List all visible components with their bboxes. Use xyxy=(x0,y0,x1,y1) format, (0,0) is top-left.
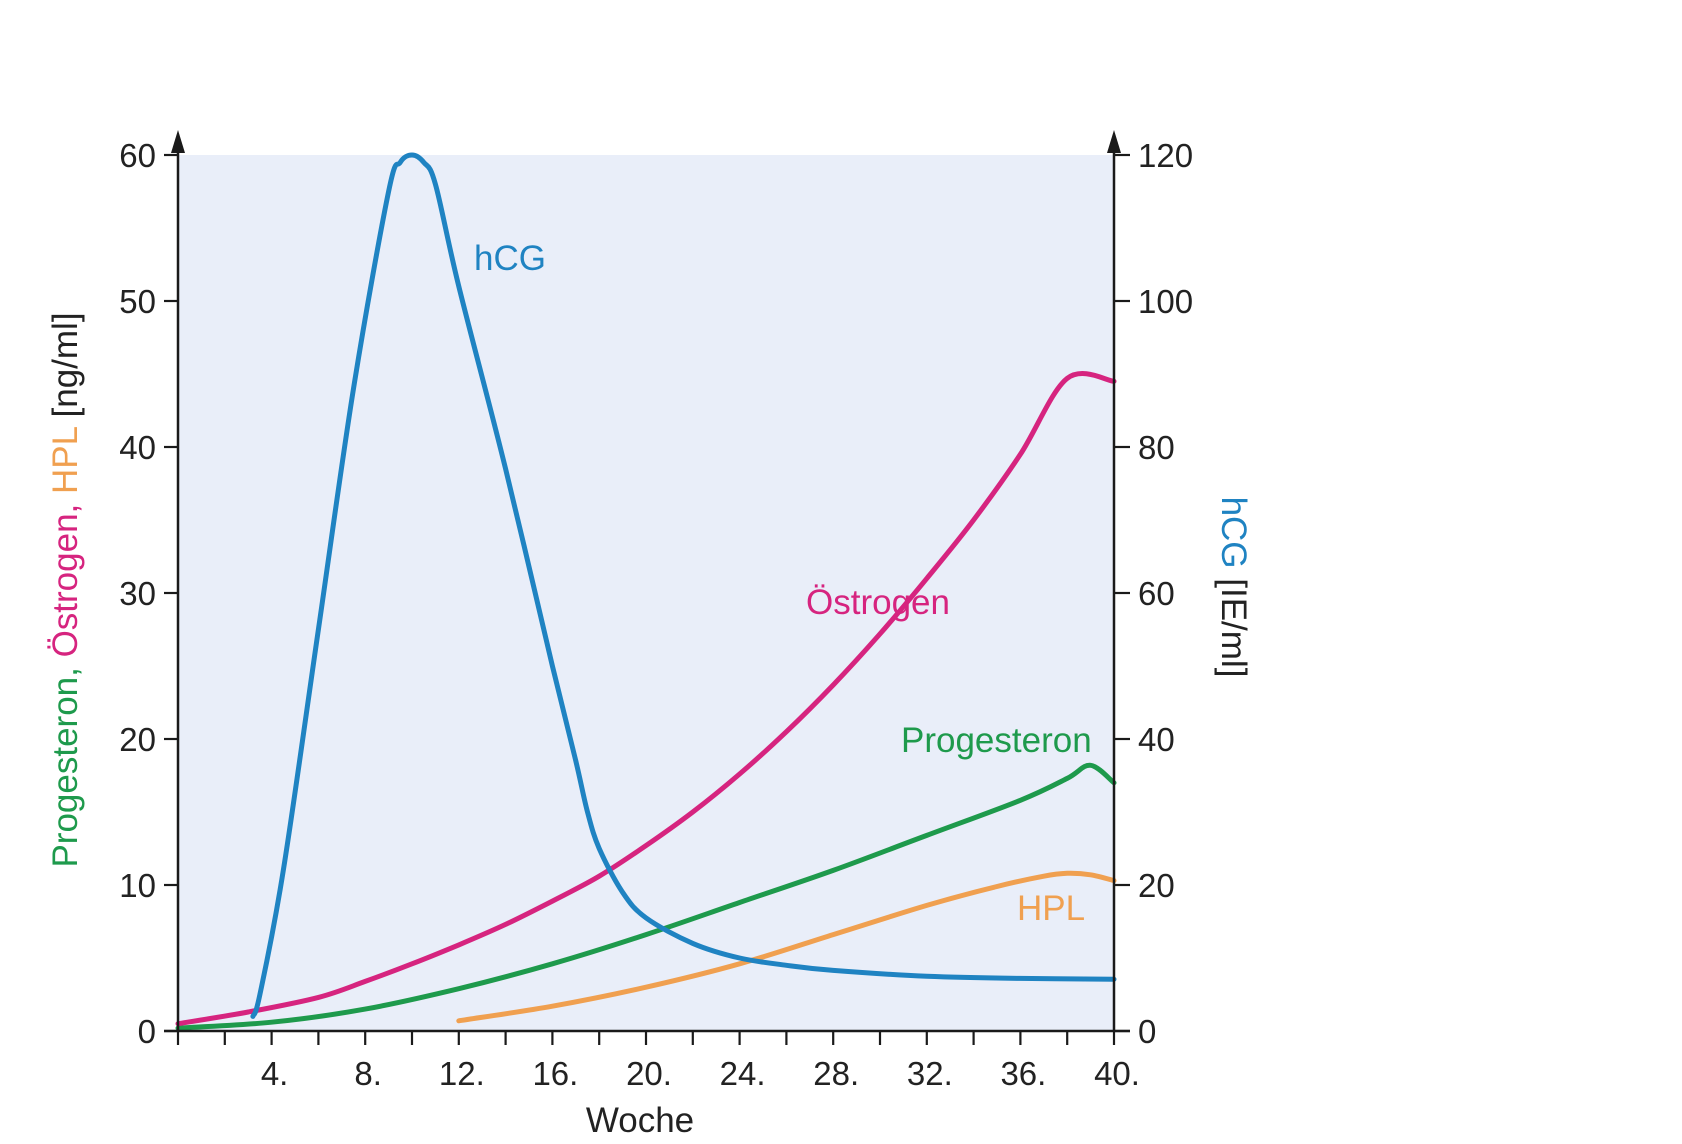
y-left-title-part-oestrogen: Östrogen, xyxy=(46,494,85,657)
plot-area xyxy=(178,155,1114,1031)
y-left-tick-label: 50 xyxy=(119,283,156,320)
series-lines xyxy=(175,152,1117,1031)
y-right-tick-label: 80 xyxy=(1138,429,1175,466)
series-line-hcg xyxy=(250,152,1117,1019)
y-left-tick-label: 60 xyxy=(119,137,156,174)
y-right-title-part-unit: [IE/ml] xyxy=(1214,569,1253,678)
y-axis-right-title: hCG [IE/ml] xyxy=(1214,497,1253,678)
series-label-progesteron: Progesteron xyxy=(901,721,1092,760)
series-label-hpl: HPL xyxy=(1017,889,1085,928)
series-line-oestrogen xyxy=(175,371,1117,1027)
y-left-title-part-progesteron: Progesteron, xyxy=(46,657,85,867)
y-right-tick-label: 60 xyxy=(1138,575,1175,612)
y-right-title-part-hcg: hCG xyxy=(1214,497,1253,569)
x-tick-label: 28. xyxy=(813,1055,859,1092)
y-left-tick-label: 10 xyxy=(119,867,156,904)
y-right-tick-label: 100 xyxy=(1138,283,1193,320)
x-tick-label: 36. xyxy=(1000,1055,1046,1092)
y-axis-right-arrow-icon xyxy=(1107,130,1121,153)
x-tick-label: 4. xyxy=(261,1055,289,1092)
series-label-hcg: hCG xyxy=(474,239,546,278)
y-left-title-part-hpl: HPL xyxy=(46,426,85,494)
tick-labels: 4. 8. 12. 16. 20. 24. 28. 32. 36. 40. 0 10 20 30 40 50 6… xyxy=(119,137,1193,1092)
series-labels: hCG Östrogen Progesteron HPL xyxy=(474,239,1092,928)
y-right-tick-label: 0 xyxy=(1138,1013,1156,1050)
y-axis-left-arrow-icon xyxy=(171,130,185,153)
x-axis-title: Woche xyxy=(586,1101,694,1140)
x-tick-label: 24. xyxy=(720,1055,766,1092)
y-left-tick-label: 0 xyxy=(138,1013,156,1050)
x-tick-label: 12. xyxy=(439,1055,485,1092)
y-axis-left-title: Progesteron, Östrogen, HPL [ng/ml] xyxy=(46,312,85,867)
axes xyxy=(164,130,1130,1045)
series-label-oestrogen: Östrogen xyxy=(806,583,950,622)
x-tick-label: 40. xyxy=(1094,1055,1140,1092)
y-left-title-part-unit: [ng/ml] xyxy=(46,312,85,427)
y-right-tick-label: 120 xyxy=(1138,137,1193,174)
x-tick-label: 20. xyxy=(626,1055,672,1092)
x-tick-label: 32. xyxy=(907,1055,953,1092)
x-tick-label: 16. xyxy=(532,1055,578,1092)
y-right-tick-label: 40 xyxy=(1138,721,1175,758)
y-left-tick-label: 30 xyxy=(119,575,156,612)
y-right-tick-label: 20 xyxy=(1138,867,1175,904)
series-line-progesteron xyxy=(175,762,1117,1031)
y-left-tick-label: 20 xyxy=(119,721,156,758)
x-tick-label: 8. xyxy=(354,1055,382,1092)
series-line-hpl xyxy=(456,870,1117,1024)
y-left-tick-label: 40 xyxy=(119,429,156,466)
